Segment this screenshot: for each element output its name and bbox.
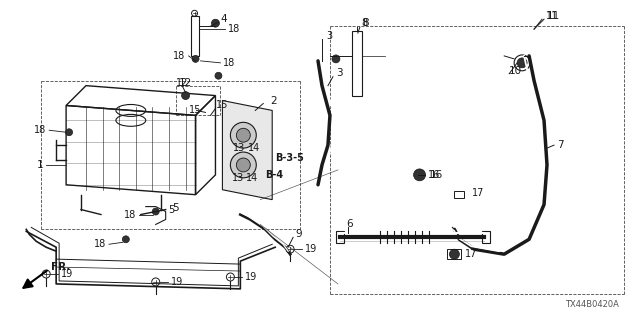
Text: 19: 19	[245, 272, 257, 282]
Circle shape	[236, 158, 250, 172]
Text: B-4: B-4	[265, 170, 284, 180]
Text: 18: 18	[124, 210, 136, 220]
Circle shape	[449, 249, 460, 259]
Text: 17: 17	[465, 249, 477, 259]
Text: 18: 18	[223, 58, 236, 68]
Circle shape	[122, 236, 129, 243]
Text: 2: 2	[270, 96, 277, 106]
Circle shape	[152, 208, 159, 215]
Text: 12: 12	[175, 78, 188, 88]
Text: 8: 8	[362, 18, 368, 28]
Text: FR.: FR.	[51, 262, 70, 272]
Text: 15: 15	[216, 100, 228, 110]
Text: 5: 5	[173, 203, 179, 212]
Circle shape	[230, 152, 256, 178]
Text: 18: 18	[228, 24, 241, 34]
Text: 11: 11	[546, 11, 558, 21]
Circle shape	[192, 55, 199, 62]
Text: 14: 14	[248, 143, 260, 153]
Circle shape	[215, 72, 222, 79]
Circle shape	[230, 122, 256, 148]
Text: 5: 5	[169, 204, 175, 215]
Text: 4: 4	[220, 14, 227, 24]
Bar	[483, 231, 490, 243]
Text: TX44B0420A: TX44B0420A	[565, 300, 619, 309]
Text: 13: 13	[234, 143, 246, 153]
Circle shape	[66, 129, 72, 136]
Circle shape	[182, 92, 189, 100]
Text: 18: 18	[173, 51, 186, 61]
Text: 3: 3	[336, 68, 342, 78]
Text: 9: 9	[295, 229, 301, 239]
Bar	[447, 249, 461, 259]
Text: 15: 15	[189, 105, 201, 116]
Text: 18: 18	[93, 239, 106, 249]
Circle shape	[413, 169, 426, 181]
Text: 10: 10	[509, 66, 522, 76]
Polygon shape	[223, 100, 272, 200]
Text: 16: 16	[429, 170, 443, 180]
Text: 16: 16	[428, 170, 440, 180]
Text: 11: 11	[547, 11, 560, 21]
Text: 14: 14	[246, 173, 259, 183]
Circle shape	[332, 55, 340, 63]
Circle shape	[236, 128, 250, 142]
Text: 19: 19	[171, 277, 183, 287]
Circle shape	[517, 58, 527, 68]
Bar	[454, 191, 465, 198]
Circle shape	[211, 19, 220, 27]
Text: 13: 13	[232, 173, 244, 183]
Text: 18: 18	[34, 125, 46, 135]
Text: 6: 6	[346, 220, 353, 229]
Text: 1: 1	[36, 160, 44, 170]
Text: 3: 3	[326, 31, 332, 41]
Text: 19: 19	[305, 244, 317, 254]
Text: 12: 12	[179, 78, 192, 88]
Text: 17: 17	[472, 188, 484, 198]
Text: 8: 8	[362, 18, 369, 28]
Text: B-3-5: B-3-5	[275, 153, 304, 163]
Text: 19: 19	[61, 269, 74, 279]
Bar	[336, 231, 344, 243]
Text: 7: 7	[557, 140, 564, 150]
